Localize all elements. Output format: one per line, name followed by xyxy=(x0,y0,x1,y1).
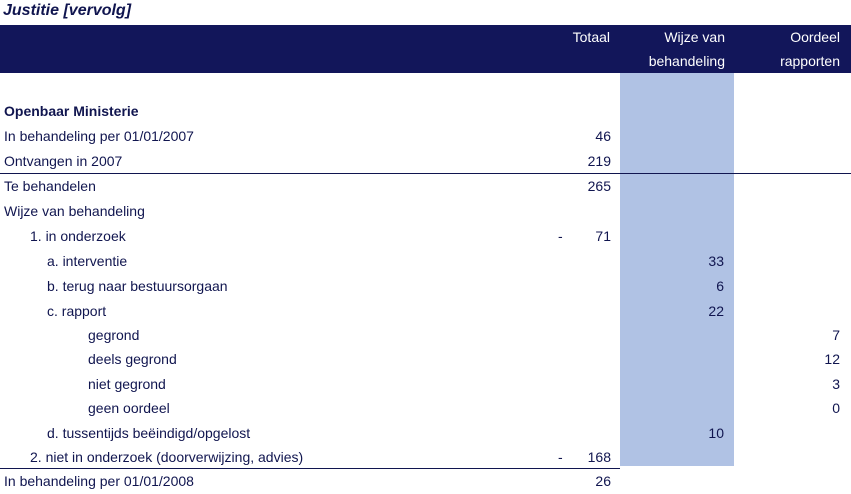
cell-dash: - xyxy=(558,228,563,244)
cell-totaal: 265 xyxy=(587,178,611,194)
row-label: c. rapport xyxy=(47,303,107,319)
table-row: b. terug naar bestuursorgaan 6 xyxy=(0,274,851,299)
row-label: In behandeling per 01/01/2007 xyxy=(4,128,194,144)
cell-dash: - xyxy=(558,449,563,465)
cell-totaal: 219 xyxy=(587,153,611,169)
header-totaal: Totaal xyxy=(572,29,610,45)
row-label: geen oordeel xyxy=(88,400,170,416)
row-label: 2. niet in onderzoek (doorverwijzing, ad… xyxy=(30,449,304,465)
table-row: geen oordeel 0 xyxy=(0,396,851,421)
table-row: 1. in onderzoek - 71 xyxy=(0,224,851,249)
cell-oordeel: 3 xyxy=(832,376,840,392)
table-row: a. interventie 33 xyxy=(0,249,851,274)
row-label: Ontvangen in 2007 xyxy=(4,153,123,169)
header-wijze-line2: behandeling xyxy=(648,53,725,69)
row-label: In behandeling per 01/01/2008 xyxy=(4,473,194,489)
table-row: Wijze van behandeling xyxy=(0,199,851,224)
table-row: In behandeling per 01/01/2008 26 xyxy=(0,469,851,494)
table-row: niet gegrond 3 xyxy=(0,372,851,397)
row-label: gegrond xyxy=(88,327,140,343)
cell-wijze: 10 xyxy=(708,425,724,441)
cell-wijze: 6 xyxy=(716,278,724,294)
table-row: Ontvangen in 2007 219 xyxy=(0,149,851,174)
cell-oordeel: 0 xyxy=(832,400,840,416)
row-label: deels gegrond xyxy=(88,351,177,367)
cell-totaal: 71 xyxy=(595,228,611,244)
table-row: d. tussentijds beëindigd/opgelost 10 xyxy=(0,421,851,446)
table-row: Openbaar Ministerie xyxy=(0,99,851,124)
cell-totaal: 26 xyxy=(595,473,611,489)
table-row: c. rapport 22 xyxy=(0,299,851,324)
row-label: Te behandelen xyxy=(4,178,96,194)
cell-totaal: 46 xyxy=(595,128,611,144)
table-row: 2. niet in onderzoek (doorverwijzing, ad… xyxy=(0,445,851,470)
subtotal-rule xyxy=(0,173,851,174)
table-header: Totaal Wijze van behandeling Oordeel rap… xyxy=(0,25,851,73)
row-label: a. interventie xyxy=(47,253,128,269)
row-label: Openbaar Ministerie xyxy=(4,103,139,119)
cell-wijze: 33 xyxy=(708,253,724,269)
row-label: niet gegrond xyxy=(88,376,166,392)
table-row: gegrond 7 xyxy=(0,323,851,348)
table-row: deels gegrond 12 xyxy=(0,347,851,372)
cell-oordeel: 12 xyxy=(824,351,840,367)
row-label: d. tussentijds beëindigd/opgelost xyxy=(47,425,251,441)
header-oordeel-line1: Oordeel xyxy=(790,29,840,45)
table-row: Te behandelen 265 xyxy=(0,174,851,199)
header-oordeel-line2: rapporten xyxy=(780,53,840,69)
row-label: Wijze van behandeling xyxy=(4,203,145,219)
header-wijze-line1: Wijze van xyxy=(664,29,725,45)
cell-oordeel: 7 xyxy=(832,327,840,343)
page-title: Justitie [vervolg] xyxy=(3,2,132,19)
total-rule xyxy=(0,468,620,469)
wijze-column-highlight xyxy=(620,73,734,466)
cell-totaal: 168 xyxy=(587,449,611,465)
table-row: In behandeling per 01/01/2007 46 xyxy=(0,124,851,149)
cell-wijze: 22 xyxy=(708,303,724,319)
row-label: b. terug naar bestuursorgaan xyxy=(47,278,228,294)
row-label: 1. in onderzoek xyxy=(30,228,126,244)
